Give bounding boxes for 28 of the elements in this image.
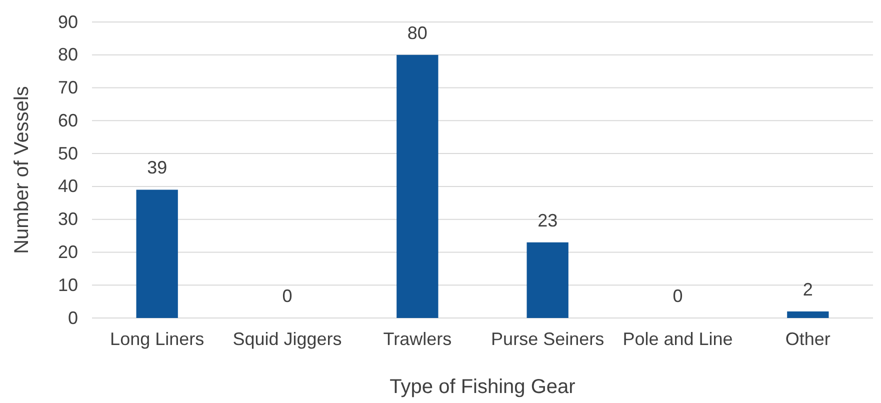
x-tick-label: Other (785, 328, 830, 349)
y-tick-label: 50 (58, 143, 78, 164)
bar (787, 311, 829, 318)
data-label: 23 (538, 210, 558, 230)
data-label: 39 (147, 158, 168, 178)
bar (136, 190, 178, 318)
x-axis-title: Type of Fishing Gear (390, 376, 576, 398)
data-label: 0 (282, 286, 292, 306)
y-tick-label: 90 (58, 12, 78, 32)
bar (526, 242, 568, 318)
data-label: 0 (672, 286, 683, 306)
x-tick-label: Squid Jiggers (232, 328, 342, 349)
x-tick-label: Long Liners (110, 328, 204, 349)
y-tick-label: 10 (58, 274, 78, 295)
y-tick-label: 60 (58, 110, 78, 130)
x-tick-label: Trawlers (383, 328, 452, 349)
y-tick-label: 20 (58, 242, 78, 262)
y-tick-label: 40 (58, 176, 78, 196)
data-label: 80 (407, 22, 428, 43)
bar (396, 54, 438, 318)
y-tick-label: 70 (58, 78, 78, 98)
y-tick-label: 30 (58, 209, 78, 230)
y-axis-title: Number of Vessels (11, 86, 33, 254)
data-label: 2 (802, 279, 813, 300)
y-tick-label: 80 (58, 44, 78, 65)
x-tick-label: Pole and Line (622, 328, 733, 349)
x-tick-label: Purse Seiners (491, 328, 604, 349)
y-tick-label: 0 (68, 308, 78, 328)
